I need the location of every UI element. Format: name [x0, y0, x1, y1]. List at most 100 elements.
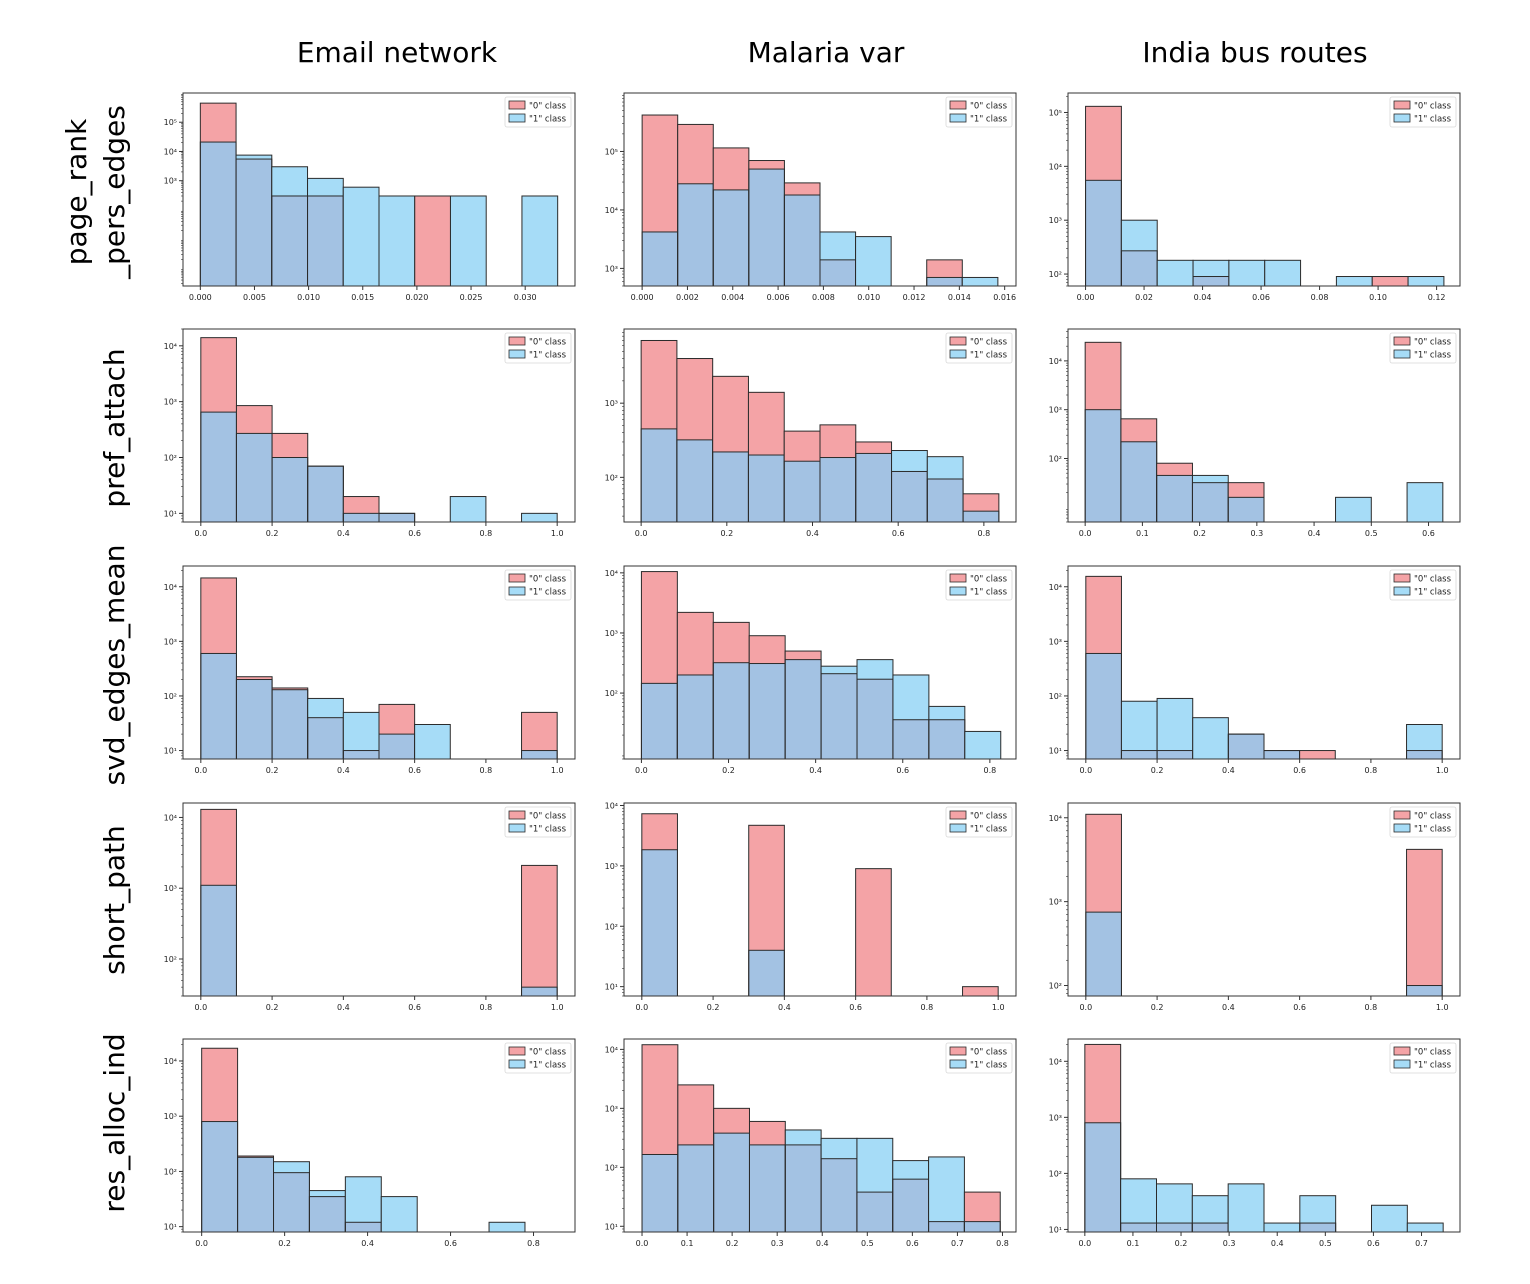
y-tick-label: 10³ [164, 398, 177, 407]
legend-label-class0: "0" class [970, 338, 1008, 348]
bar-overlap-0 [1084, 1122, 1121, 1232]
bar-overlap-0 [1085, 409, 1121, 522]
legend: "0" class "1" class [1389, 96, 1457, 128]
row-title-res-alloc-ind: res_alloc_ind [98, 1033, 131, 1212]
x-tick-label: 0.1 [1127, 1239, 1140, 1248]
x-tick-label: 0.010 [297, 293, 320, 302]
y-tick-label: 10² [605, 1163, 618, 1172]
x-tick-label: 0.4 [778, 1003, 791, 1012]
bar-class0-3 [749, 635, 786, 664]
y-tick-label: 10² [1049, 454, 1062, 463]
plot-frame [1067, 1038, 1461, 1233]
y-tick-label: 10¹ [1049, 747, 1062, 756]
x-tick-label: 0.0 [194, 1003, 207, 1012]
y-tick-label: 10³ [1049, 216, 1062, 225]
bar-overlap-5 [379, 513, 415, 522]
legend: "0" class "1" class [504, 806, 572, 838]
y-tick-label: 10¹ [164, 509, 177, 518]
y-tick-label: 10² [1049, 692, 1062, 701]
bar-class1-7 [892, 674, 929, 720]
x-tick-label: 0.2 [1175, 1239, 1188, 1248]
x-tick-label: 0.4 [361, 1239, 374, 1248]
bar-class0-4 [1228, 482, 1264, 498]
plot-frame [1067, 328, 1461, 523]
x-tick-label: 1.0 [551, 1003, 564, 1012]
legend-label-class1: "1" class [970, 1061, 1008, 1071]
bar-class1-9 [521, 195, 558, 286]
bar-class1-8 [928, 1156, 965, 1222]
legend-swatch-class0 [1393, 1046, 1411, 1056]
plot-frame [182, 565, 576, 760]
bar-class0-6 [1299, 750, 1336, 759]
x-tick-label: 0.4 [809, 766, 822, 775]
x-tick-label: 0.010 [857, 293, 880, 302]
legend-label-class0: "0" class [529, 1048, 567, 1058]
y-tick-label: 10² [164, 454, 177, 463]
y-tick-label: 10² [1049, 1169, 1062, 1178]
legend-label-class0: "0" class [1414, 1048, 1452, 1058]
bar-class0-0 [200, 577, 237, 654]
bar-class0-2 [712, 376, 749, 452]
y-tick-label: 10³ [605, 399, 618, 408]
y-tick-label: 10⁴ [1049, 583, 1062, 592]
bar-class1-9 [1406, 724, 1443, 751]
plot-frame [623, 565, 1017, 760]
bar-class1-3 [1192, 1195, 1229, 1224]
x-tick-label: 0.8 [921, 1003, 934, 1012]
legend: "0" class "1" class [945, 96, 1013, 128]
x-tick-label: 0.6 [906, 1239, 919, 1248]
bar-overlap-0 [1085, 180, 1122, 286]
y-tick-label: 10⁴ [1049, 1057, 1062, 1066]
x-tick-label: 0.4 [816, 1239, 829, 1248]
legend-swatch-class0 [508, 573, 526, 583]
y-tick-label: 10² [1049, 982, 1062, 991]
bar-overlap-0 [200, 653, 237, 759]
x-tick-label: 0.2 [266, 1003, 279, 1012]
bar-class0-9 [521, 712, 558, 751]
histogram-panel-4-0: 0.0 0.2 0.4 0.6 0.8 10¹ 10² 10³ 10⁴ "0" class "1" … [164, 1038, 576, 1248]
bar-class1-7 [1336, 276, 1373, 286]
bar-overlap-8 [928, 719, 965, 759]
bar-class0-0 [641, 571, 678, 684]
bar-class0-4 [343, 496, 379, 514]
bar-overlap-2 [712, 451, 749, 522]
bar-class0-0 [201, 1048, 238, 1122]
bar-overlap-5 [821, 673, 858, 759]
row-title-page-rank-line2: _pers_edges [98, 105, 131, 280]
y-tick-label: 10² [164, 692, 177, 701]
bar-overlap-2 [713, 1133, 750, 1232]
legend-swatch-class1 [1393, 823, 1411, 833]
legend-swatch-class1 [1393, 586, 1411, 596]
bar-class0-6 [414, 195, 451, 286]
legend-swatch-class0 [949, 336, 967, 346]
y-tick-label: 10³ [1049, 637, 1062, 646]
plot-frame [1067, 565, 1461, 760]
bar-class0-1 [236, 405, 273, 434]
bar-overlap-3 [307, 466, 344, 522]
legend-swatch-class1 [949, 586, 967, 596]
y-tick-label: 10⁴ [164, 342, 177, 351]
bar-overlap-4 [785, 1144, 822, 1232]
legend: "0" class "1" class [945, 332, 1013, 364]
bar-class0-1 [677, 612, 714, 675]
bar-overlap-1 [1121, 250, 1158, 286]
legend-swatch-class0 [1393, 810, 1411, 820]
bar-class1-8 [489, 1222, 525, 1232]
x-tick-label: 0.2 [266, 529, 279, 538]
bar-class0-3 [749, 1121, 786, 1145]
y-tick-label: 10² [164, 1167, 177, 1176]
legend: "0" class "1" class [945, 569, 1013, 601]
bar-overlap-2 [1156, 475, 1193, 522]
bar-overlap-5 [821, 1158, 857, 1232]
bar-class0-3 [748, 392, 785, 456]
bar-class1-9 [962, 277, 998, 286]
bar-overlap-2 [271, 195, 308, 286]
x-tick-label: 1.0 [1436, 766, 1449, 775]
bar-overlap-3 [307, 195, 344, 286]
x-tick-label: 1.0 [992, 1003, 1005, 1012]
bar-class1-2 [271, 166, 308, 196]
legend-swatch-class0 [949, 810, 967, 820]
y-tick-label: 10¹ [164, 1223, 177, 1232]
bar-class1-9 [964, 731, 1001, 759]
